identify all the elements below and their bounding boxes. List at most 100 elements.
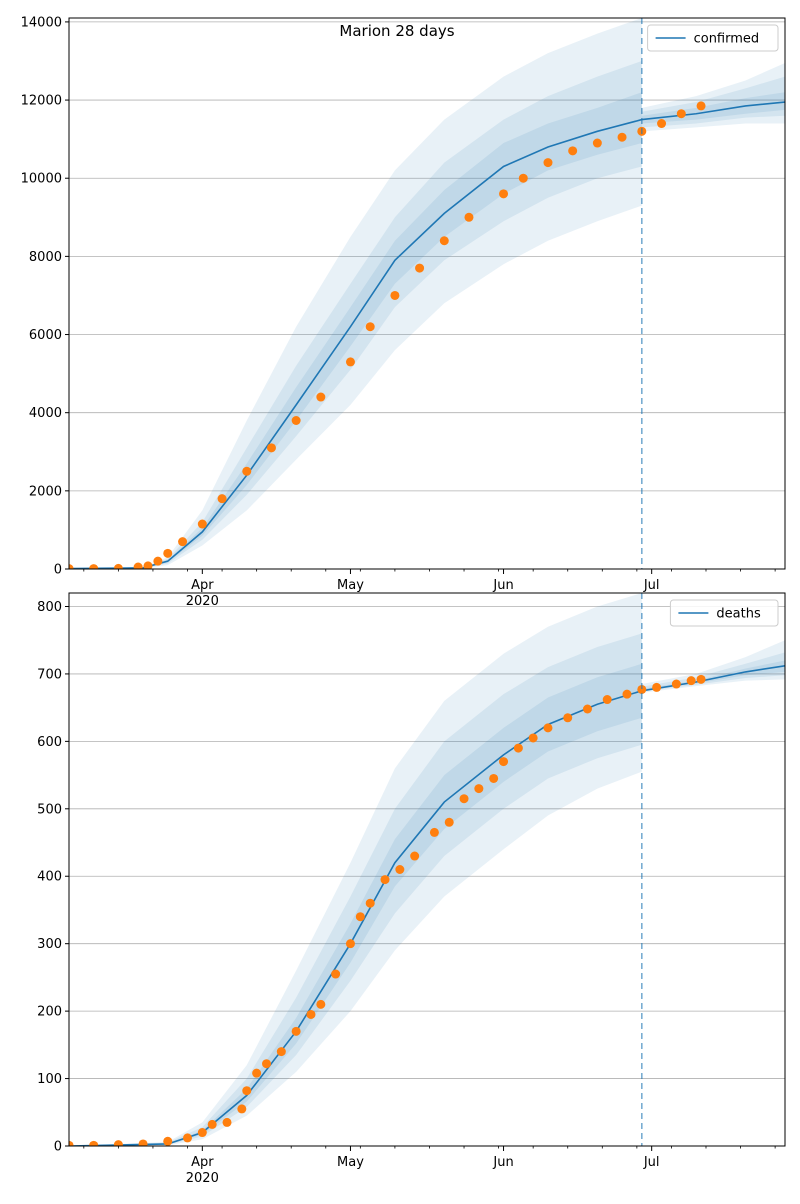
observed-point-15 (365, 322, 375, 332)
observed-point-18 (345, 939, 355, 949)
observed-point-21 (518, 173, 528, 183)
y-tick-label-6: 600 (37, 735, 62, 750)
uncertainty-band-0 (69, 593, 785, 1146)
observed-point-2 (113, 563, 123, 569)
y-tick-label-0: 0 (54, 1140, 62, 1155)
observed-point-17 (331, 969, 341, 979)
observed-point-2 (113, 1140, 123, 1146)
x-tick-label-1: May (337, 578, 364, 593)
x-tick-label-2: Jun (492, 1155, 513, 1170)
observed-point-27 (657, 119, 667, 129)
observed-point-1 (89, 564, 99, 569)
observed-point-23 (568, 146, 578, 156)
y-tick-label-2: 4000 (29, 406, 62, 421)
observed-point-4 (143, 561, 153, 569)
observed-point-30 (513, 743, 523, 753)
observed-point-33 (563, 713, 573, 723)
observed-point-15 (306, 1009, 316, 1019)
y-tick-label-0: 0 (54, 563, 62, 578)
observed-point-13 (276, 1047, 286, 1057)
observed-point-22 (543, 158, 553, 168)
observed-point-10 (242, 466, 252, 476)
plot-area (69, 593, 785, 1146)
observed-point-18 (439, 236, 449, 246)
observed-point-24 (592, 138, 602, 148)
chart-title: Marion 28 days (339, 22, 454, 40)
observed-point-20 (365, 898, 375, 908)
observed-point-19 (355, 912, 365, 922)
confirmed-line (69, 101, 785, 569)
observed-point-9 (217, 494, 227, 504)
x-tick-sublabel-0: 2020 (186, 1171, 219, 1186)
legend-label: deaths (716, 607, 761, 622)
axes-frame (68, 592, 786, 1147)
axes-frame (68, 17, 786, 570)
observed-point-5 (153, 556, 163, 566)
legend-box (647, 24, 779, 52)
observed-point-40 (686, 676, 696, 686)
observed-point-3 (138, 1139, 148, 1146)
x-tick-label-1: May (337, 1155, 364, 1170)
y-tick-label-5: 10000 (21, 172, 62, 187)
y-tick-label-4: 8000 (29, 250, 62, 265)
observed-point-13 (316, 392, 326, 402)
observed-point-39 (671, 679, 681, 689)
observed-point-11 (266, 443, 276, 453)
y-tick-label-1: 2000 (29, 484, 62, 499)
y-tick-label-3: 6000 (29, 328, 62, 343)
legend-box (669, 599, 779, 627)
observed-point-27 (474, 784, 484, 794)
observed-point-41 (696, 674, 706, 684)
y-tick-label-5: 500 (37, 802, 62, 817)
observed-point-24 (429, 827, 439, 837)
uncertainty-band-0 (69, 18, 785, 569)
y-tick-label-8: 800 (37, 600, 62, 615)
observed-point-35 (602, 695, 612, 705)
observed-point-6 (197, 1128, 207, 1138)
observed-point-22 (395, 865, 405, 874)
observed-point-1 (89, 1140, 99, 1146)
observed-point-12 (291, 416, 301, 426)
plot-area (69, 18, 785, 569)
observed-point-3 (133, 562, 143, 569)
observed-point-29 (499, 757, 509, 767)
observed-point-10 (242, 1086, 252, 1096)
observed-point-36 (622, 689, 632, 699)
observed-point-17 (415, 263, 425, 273)
observed-point-28 (676, 109, 686, 119)
y-tick-label-6: 12000 (21, 94, 62, 109)
observed-point-28 (489, 773, 499, 783)
observed-point-6 (163, 548, 173, 558)
observed-point-0 (69, 564, 74, 569)
observed-point-14 (345, 357, 355, 367)
observed-point-0 (69, 1140, 74, 1146)
x-tick-label-0: Apr (191, 578, 214, 593)
observed-point-34 (582, 704, 592, 714)
observed-point-8 (222, 1117, 232, 1127)
x-tick-label-2: Jun (492, 578, 513, 593)
observed-point-7 (207, 1119, 217, 1129)
x-tick-label-3: Jul (643, 578, 660, 593)
observed-point-29 (696, 101, 706, 111)
observed-point-7 (178, 537, 188, 547)
observed-point-31 (528, 733, 538, 743)
x-tick-sublabel-0: 2020 (186, 594, 219, 609)
observed-point-19 (464, 212, 474, 222)
y-tick-label-7: 700 (37, 667, 62, 682)
x-tick-label-0: Apr (191, 1155, 214, 1170)
observed-point-38 (652, 682, 662, 692)
observed-point-11 (252, 1068, 262, 1078)
observed-point-25 (444, 817, 454, 827)
observed-point-37 (637, 684, 647, 694)
y-tick-label-7: 14000 (21, 15, 62, 30)
observed-point-25 (617, 132, 627, 142)
observed-point-20 (499, 189, 509, 199)
observed-point-5 (183, 1133, 193, 1143)
y-tick-label-3: 300 (37, 937, 62, 952)
observed-point-8 (197, 519, 207, 529)
observed-point-16 (390, 290, 400, 300)
